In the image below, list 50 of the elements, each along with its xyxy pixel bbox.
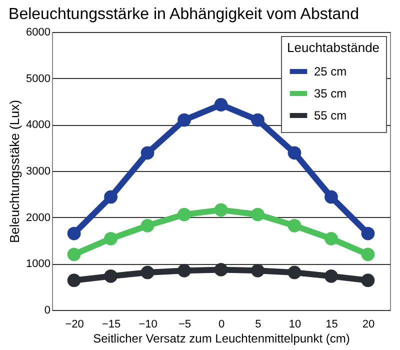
point: [140, 266, 154, 280]
point: [104, 269, 118, 283]
y-tick-label: 4000: [26, 119, 50, 132]
point: [324, 190, 338, 204]
x-tick-label: 20: [362, 318, 375, 330]
x-axis-title: Seitlicher Versatz zum Leuchtenmittelpunkt (cm): [93, 332, 350, 346]
point: [251, 113, 264, 127]
point: [104, 190, 118, 204]
point: [67, 274, 81, 288]
y-tick-label: 3000: [26, 166, 50, 178]
legend-title: Leuchtabstände: [287, 40, 380, 55]
point: [251, 208, 264, 222]
point: [140, 146, 154, 160]
point: [178, 113, 191, 127]
x-tick-label: 0: [218, 318, 225, 330]
y-axis-title: Beleuchtungsstäke (Lux): [7, 100, 22, 244]
point: [140, 218, 154, 232]
point: [251, 264, 264, 278]
point: [104, 232, 118, 246]
point: [288, 218, 302, 232]
point: [178, 208, 191, 222]
legend-label: 35 cm: [314, 86, 347, 100]
y-tick-label: 6000: [26, 26, 50, 38]
point: [178, 264, 191, 278]
x-tick-label: −20: [65, 318, 84, 330]
x-tick-label: −15: [102, 318, 121, 330]
y-tick-label: 5000: [26, 72, 50, 85]
point: [361, 226, 375, 240]
point: [214, 98, 228, 112]
y-tick-label: 2000: [26, 212, 50, 224]
x-tick-label: 5: [255, 318, 262, 330]
point: [67, 226, 81, 240]
point: [214, 203, 228, 217]
x-tick-label: −5: [178, 318, 192, 330]
point: [324, 232, 338, 246]
point: [288, 266, 302, 280]
legend-label: 25 cm: [314, 64, 347, 78]
point: [288, 146, 302, 160]
point: [214, 262, 228, 276]
point: [361, 248, 375, 262]
point: [324, 269, 338, 283]
point: [361, 274, 375, 288]
y-tick-label: 0: [44, 304, 50, 316]
x-tick-label: 10: [288, 318, 302, 330]
x-tick-label: −10: [138, 318, 158, 330]
point: [67, 248, 81, 262]
legend-label: 55 cm: [314, 108, 347, 122]
chart-title: Beleuchtungsstärke in Abhängigkeit vom Abstand: [8, 6, 359, 23]
x-tick-label: 15: [326, 318, 338, 330]
y-tick-label: 1000: [26, 258, 50, 270]
